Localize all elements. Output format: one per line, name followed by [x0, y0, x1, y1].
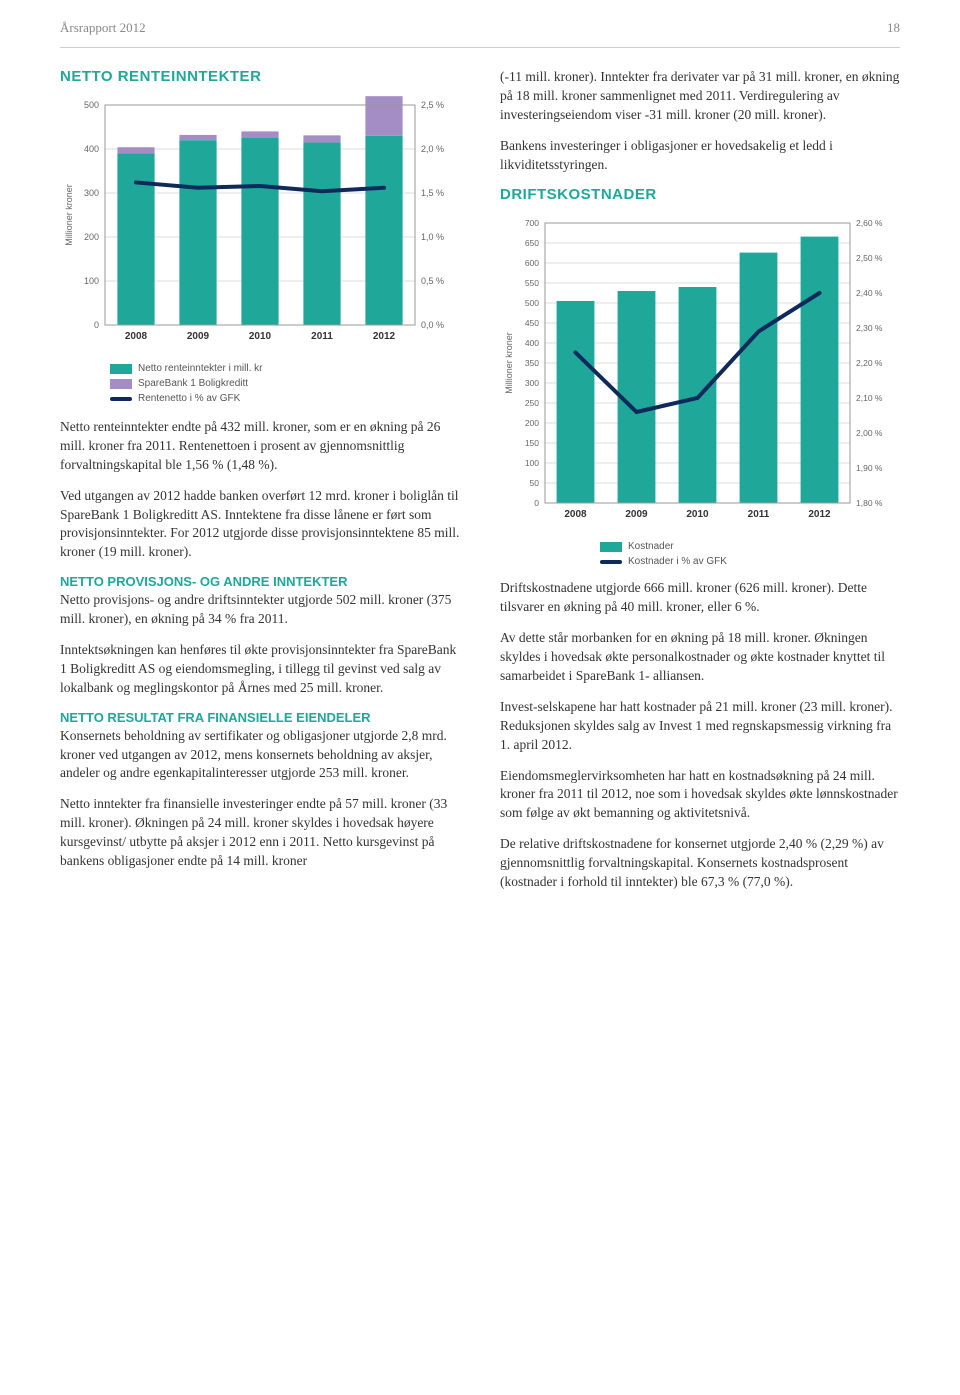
p: Inntektsøkningen kan henføres til økte p… [60, 641, 460, 698]
svg-text:550: 550 [525, 278, 539, 288]
subhead: NETTO PROVISJONS- OG ANDRE INNTEKTER [60, 574, 460, 589]
svg-text:2,10 %: 2,10 % [856, 393, 883, 403]
header-left: Årsrapport 2012 [60, 20, 146, 36]
legend-line-navy [600, 560, 622, 564]
legend-swatch-purple [110, 379, 132, 389]
svg-text:2008: 2008 [564, 509, 587, 520]
chart-netto-renteinntekter: 0 100 200 300 400 500 0,0 % 0,5 % 1,0 % 1,5 % 2,0 … [60, 95, 460, 355]
svg-text:500: 500 [525, 298, 539, 308]
svg-text:1,5 %: 1,5 % [421, 188, 444, 198]
svg-text:100: 100 [84, 276, 99, 286]
legend-label-c: Rentenetto i % av GFK [138, 393, 240, 404]
svg-text:2011: 2011 [748, 509, 770, 520]
header-rule [60, 47, 900, 48]
p: Eiendomsmeglervirksomheten har hatt en k… [500, 767, 900, 824]
svg-text:Millioner kroner: Millioner kroner [504, 333, 514, 395]
svg-text:1,80 %: 1,80 % [856, 498, 883, 508]
svg-text:2,5 %: 2,5 % [421, 100, 444, 110]
svg-text:2009: 2009 [625, 509, 648, 520]
svg-text:150: 150 [525, 438, 539, 448]
svg-text:2,30 %: 2,30 % [856, 323, 883, 333]
svg-text:450: 450 [525, 318, 539, 328]
svg-text:1,90 %: 1,90 % [856, 463, 883, 473]
p: Konsernets beholdning av sertifikater og… [60, 727, 460, 784]
svg-text:100: 100 [525, 458, 539, 468]
svg-text:2011: 2011 [311, 331, 333, 342]
legend-swatch-teal [600, 542, 622, 552]
legend-label-b2: Kostnader i % av GFK [628, 556, 727, 567]
left-body: Netto renteinntekter endte på 432 mill. … [60, 418, 460, 871]
svg-text:650: 650 [525, 238, 539, 248]
svg-text:0: 0 [94, 320, 99, 330]
svg-text:200: 200 [525, 418, 539, 428]
chart2-legend: Kostnader Kostnader i % av GFK [600, 541, 900, 567]
left-column: NETTO RENTEINNTEKTER 0 100 200 300 400 500 0,0… [60, 68, 460, 904]
svg-text:350: 350 [525, 358, 539, 368]
p: Netto inntekter fra finansielle invester… [60, 795, 460, 871]
subhead: NETTO RESULTAT FRA FINANSIELLE EIENDELER [60, 710, 460, 725]
svg-text:2,40 %: 2,40 % [856, 288, 883, 298]
p: Av dette står morbanken for en økning på… [500, 629, 900, 686]
svg-text:2012: 2012 [808, 509, 831, 520]
p: Netto provisjons- og andre driftsinntekt… [60, 591, 460, 629]
svg-text:2,0 %: 2,0 % [421, 144, 444, 154]
header-right: 18 [887, 20, 900, 36]
p: De relative driftskostnadene for konsern… [500, 835, 900, 892]
chart2-title: DRIFTSKOSTNADER [500, 186, 900, 203]
svg-text:2012: 2012 [373, 331, 396, 342]
svg-text:2,50 %: 2,50 % [856, 253, 883, 263]
p: Netto renteinntekter endte på 432 mill. … [60, 418, 460, 475]
p: Driftskostnadene utgjorde 666 mill. kron… [500, 579, 900, 617]
right-body: Driftskostnadene utgjorde 666 mill. kron… [500, 579, 900, 891]
legend-label-a: Netto renteinntekter i mill. kr [138, 363, 263, 374]
svg-text:Millioner kroner: Millioner kroner [64, 184, 74, 246]
svg-text:300: 300 [84, 188, 99, 198]
svg-text:2010: 2010 [686, 509, 709, 520]
svg-text:0,0 %: 0,0 % [421, 320, 444, 330]
legend-line-navy [110, 397, 132, 401]
svg-text:2009: 2009 [187, 331, 210, 342]
svg-text:600: 600 [525, 258, 539, 268]
svg-text:50: 50 [530, 478, 540, 488]
legend-swatch-teal [110, 364, 132, 374]
svg-text:2010: 2010 [249, 331, 272, 342]
chart1-title: NETTO RENTEINNTEKTER [60, 68, 460, 85]
p: Ved utgangen av 2012 hadde banken overfø… [60, 487, 460, 563]
right-column: (-11 mill. kroner). Inntekter fra deriva… [500, 68, 900, 904]
svg-text:0,5 %: 0,5 % [421, 276, 444, 286]
chart-driftskostnader: 0 50 100 150 200 250 300 350 400 450 500 550 600 650 7… [500, 213, 900, 533]
p: Invest-selskapene har hatt kostnader på … [500, 698, 900, 755]
p: (-11 mill. kroner). Inntekter fra deriva… [500, 68, 900, 125]
chart1-legend: Netto renteinntekter i mill. kr SpareBan… [110, 363, 460, 404]
p: Bankens investeringer i obligasjoner er … [500, 137, 900, 175]
svg-text:2,20 %: 2,20 % [856, 358, 883, 368]
svg-text:400: 400 [525, 338, 539, 348]
svg-text:250: 250 [525, 398, 539, 408]
svg-text:2,00 %: 2,00 % [856, 428, 883, 438]
svg-text:2,60 %: 2,60 % [856, 218, 883, 228]
svg-text:0: 0 [534, 498, 539, 508]
svg-text:300: 300 [525, 378, 539, 388]
svg-text:500: 500 [84, 100, 99, 110]
svg-text:400: 400 [84, 144, 99, 154]
svg-text:700: 700 [525, 218, 539, 228]
svg-text:2008: 2008 [125, 331, 148, 342]
legend-label-b: SpareBank 1 Boligkreditt [138, 378, 248, 389]
svg-text:200: 200 [84, 232, 99, 242]
legend-label-a2: Kostnader [628, 541, 674, 552]
svg-text:1,0 %: 1,0 % [421, 232, 444, 242]
